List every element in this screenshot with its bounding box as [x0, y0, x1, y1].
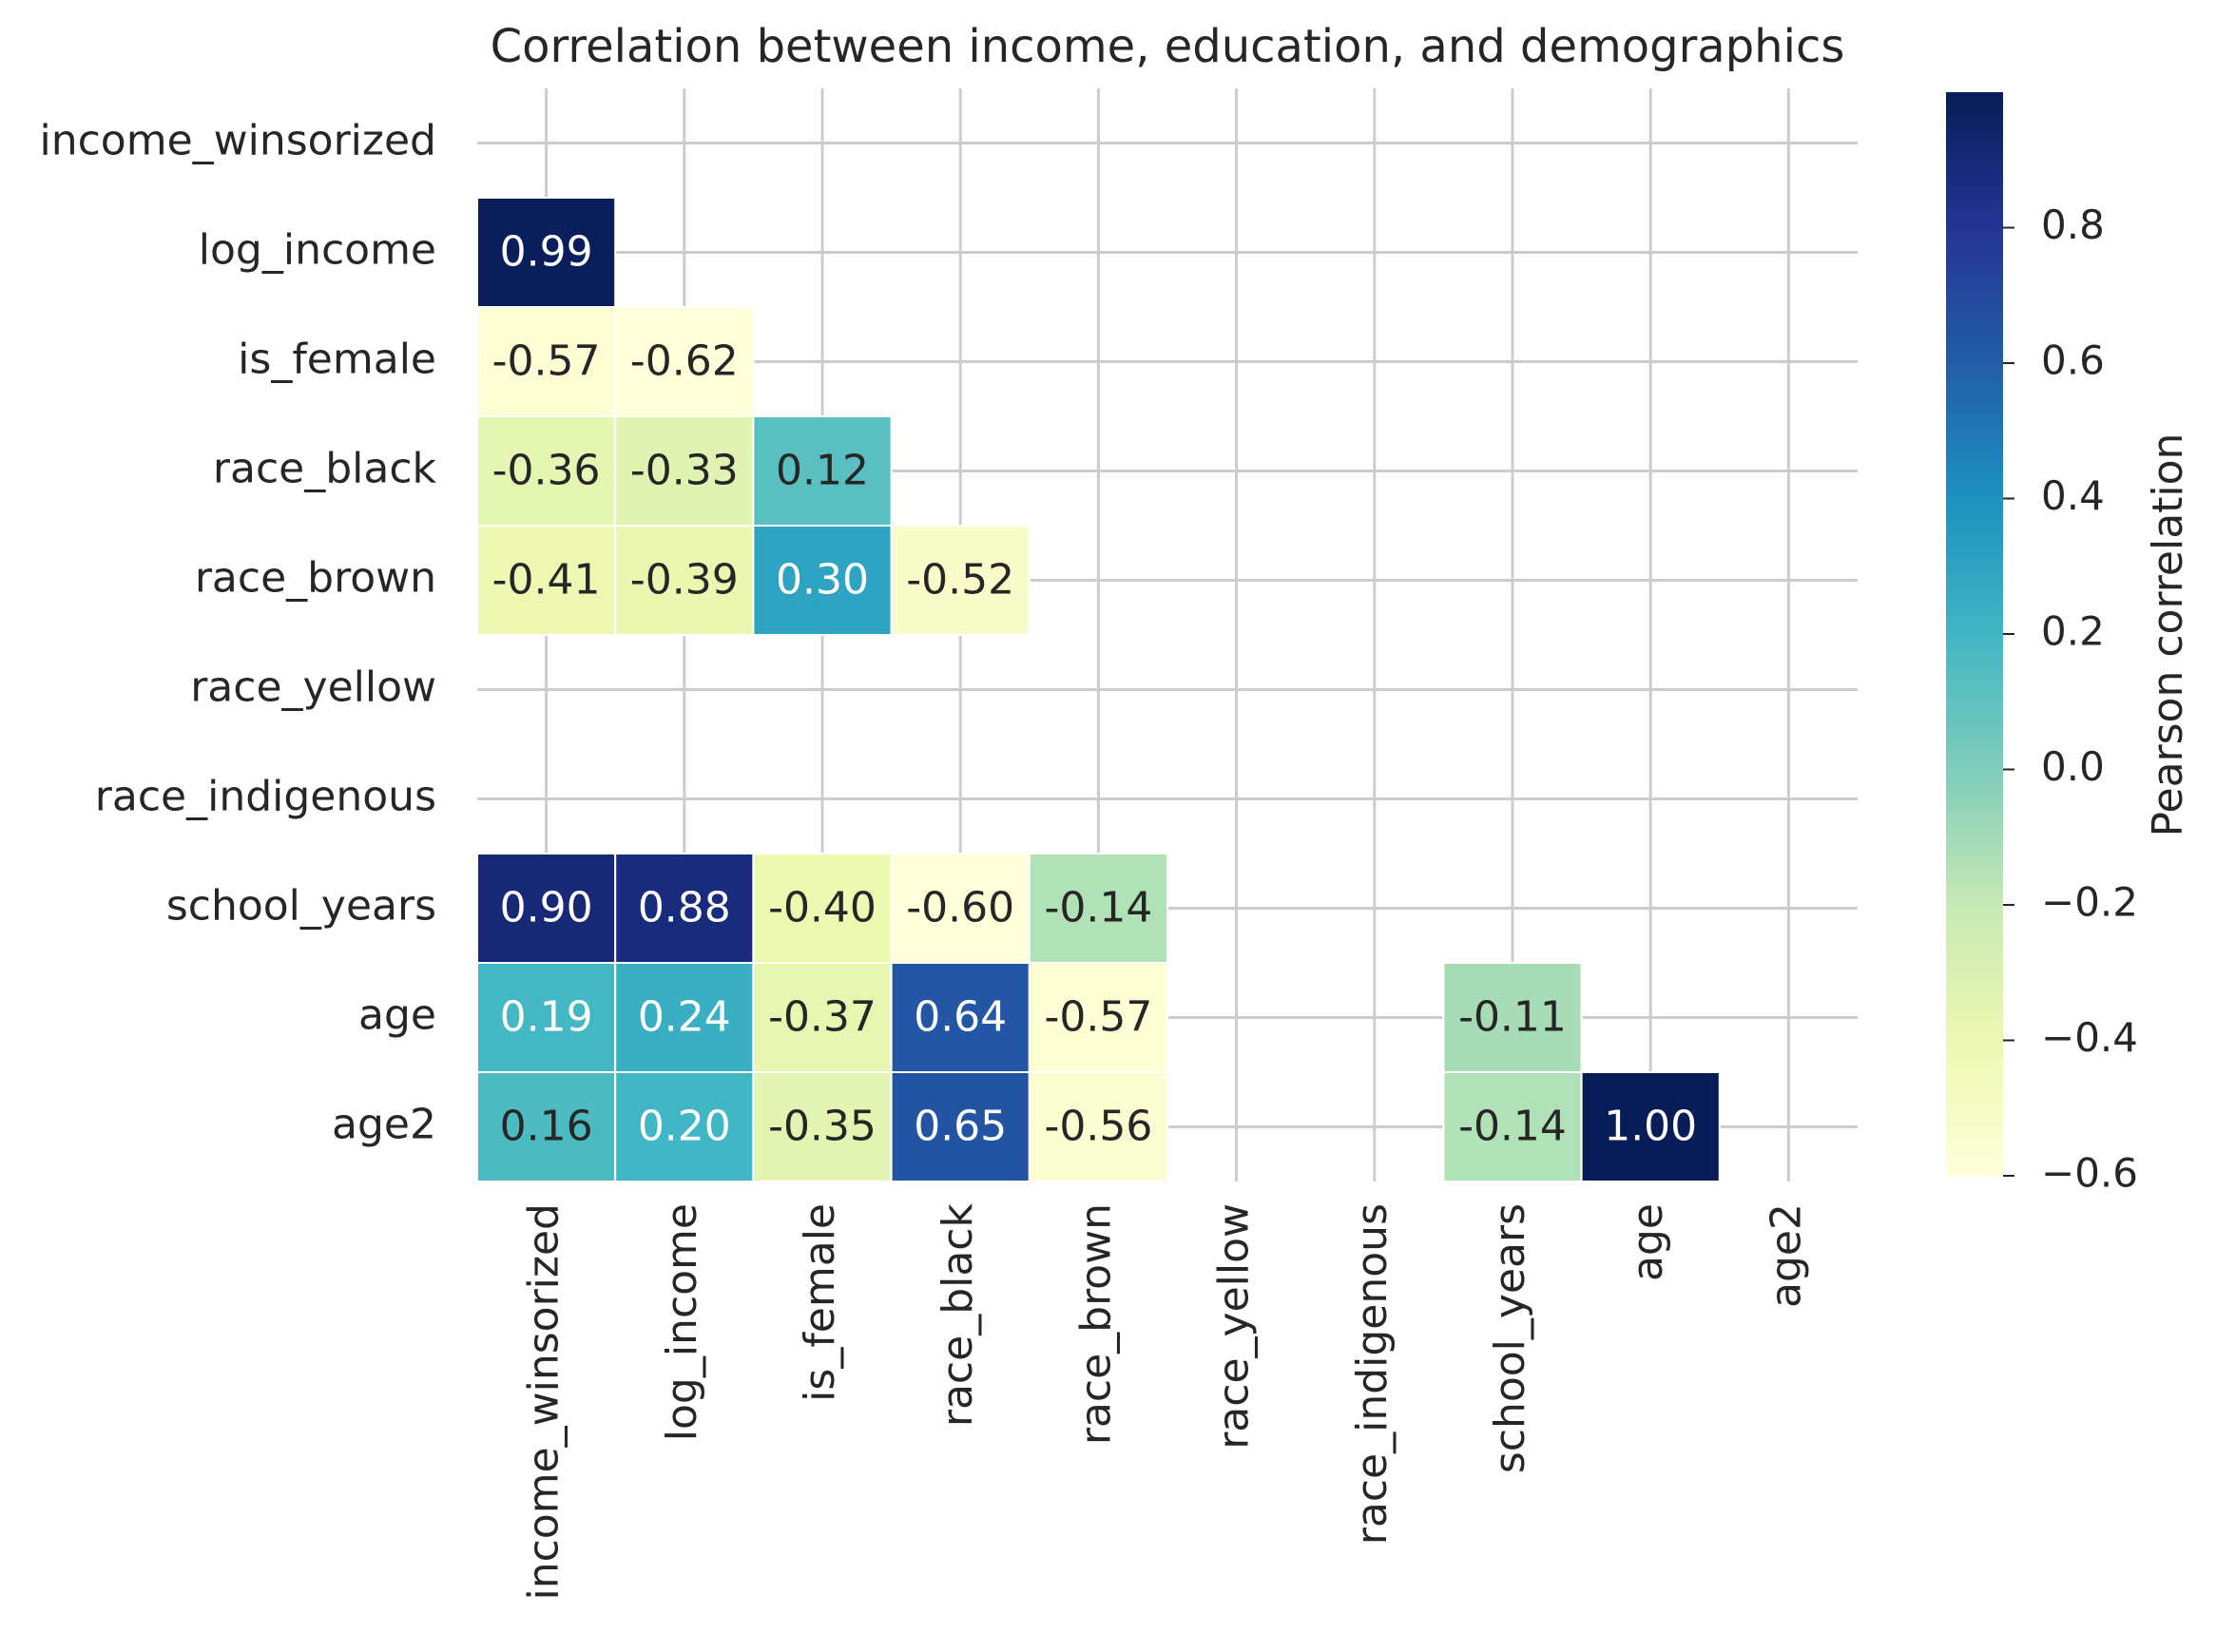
cell-label: -0.56	[1044, 1103, 1152, 1151]
colorbar-tick-label: 0.8	[2041, 202, 2105, 248]
y-tick-label: race_indigenous	[95, 773, 436, 821]
heatmap-cell	[476, 197, 617, 308]
x-tick-label: race_indigenous	[1348, 1203, 1397, 1545]
colorbar-tick-label: −0.6	[2041, 1150, 2138, 1197]
cell-label: -0.37	[768, 993, 877, 1042]
y-tick-label: race_yellow	[190, 663, 436, 712]
y-tick-label: race_brown	[195, 554, 436, 603]
cell-label: 0.99	[500, 228, 593, 277]
cell-label: -0.57	[492, 337, 601, 386]
x-tick-label: log_income	[658, 1203, 706, 1441]
x-tick-label: race_brown	[1071, 1203, 1120, 1445]
cell-label: -0.62	[630, 337, 739, 386]
colorbar-tick-label: 0.4	[2041, 472, 2105, 519]
heatmap-cell	[1028, 853, 1169, 964]
x-tick-label: race_black	[934, 1202, 982, 1427]
cell-label: -0.35	[768, 1103, 877, 1151]
cell-label: 0.16	[500, 1103, 593, 1151]
cell-label: 0.24	[638, 993, 731, 1042]
heatmap-cell	[614, 853, 755, 964]
cell-label: -0.11	[1458, 993, 1567, 1042]
cell-label: -0.14	[1044, 884, 1152, 932]
y-tick-label: race_black	[213, 445, 437, 493]
x-tick-label: age	[1624, 1203, 1672, 1281]
heatmap-cell	[614, 962, 755, 1073]
colorbar-tick-label: 0.0	[2041, 743, 2105, 790]
cell-label: -0.60	[906, 884, 1014, 932]
cell-label: -0.14	[1458, 1103, 1567, 1151]
cell-label: -0.40	[768, 884, 877, 932]
colorbar-tick-label: −0.2	[2041, 879, 2138, 926]
heatmap-cell	[1442, 1071, 1583, 1182]
cell-label: 1.00	[1604, 1103, 1697, 1151]
heatmap-cell	[890, 525, 1031, 636]
heatmap-cell	[890, 1071, 1031, 1182]
colorbar-label: Pearson correlation	[2144, 433, 2192, 837]
heatmap-cell	[752, 525, 893, 636]
cell-label: 0.19	[500, 993, 593, 1042]
cell-label: -0.39	[630, 556, 739, 605]
heatmap-cell	[476, 1071, 617, 1182]
x-tick-label: age2	[1762, 1203, 1810, 1308]
y-tick-label: school_years	[166, 882, 436, 931]
heatmap-cell	[890, 853, 1031, 964]
colorbar-tick-label: −0.4	[2041, 1014, 2138, 1061]
x-tick-label: is_female	[796, 1203, 844, 1402]
cell-label: 0.64	[914, 993, 1007, 1042]
cell-label: -0.33	[630, 447, 739, 495]
heatmap-cell	[614, 525, 755, 636]
cell-label: -0.52	[906, 556, 1014, 605]
cell-label: -0.36	[492, 447, 601, 495]
heatmap-cell	[614, 306, 755, 417]
cell-label: 0.65	[914, 1103, 1007, 1151]
x-tick-label: income_winsorized	[520, 1203, 568, 1601]
heatmap-cell	[476, 306, 617, 417]
cell-label: 0.12	[776, 447, 869, 495]
cell-label: -0.57	[1044, 993, 1152, 1042]
colorbar-tick-label: 0.2	[2041, 608, 2105, 655]
cell-label: 0.88	[638, 884, 731, 932]
cell-label: -0.41	[492, 556, 601, 605]
heatmap-cell	[1580, 1071, 1721, 1182]
cell-label: 0.30	[776, 556, 869, 605]
y-tick-label: age2	[332, 1101, 436, 1149]
heatmap-cell	[1028, 1071, 1169, 1182]
x-tick-label: school_years	[1486, 1203, 1534, 1473]
cell-label: 0.90	[500, 884, 593, 932]
cell-label: 0.20	[638, 1103, 731, 1151]
chart-title: Correlation between income, education, a…	[491, 20, 1845, 73]
x-tick-label: race_yellow	[1210, 1203, 1259, 1450]
heatmap-cell	[1028, 962, 1169, 1073]
heatmap-cell	[476, 853, 617, 964]
heatmap-cell	[890, 962, 1031, 1073]
y-tick-label: is_female	[238, 336, 436, 384]
y-tick-label: age	[358, 991, 436, 1040]
heatmap-cell	[752, 853, 893, 964]
y-tick-label: income_winsorized	[39, 117, 436, 165]
heatmap-cell	[614, 1071, 755, 1182]
colorbar	[1946, 92, 2003, 1176]
heatmap-cell	[476, 962, 617, 1073]
y-tick-label: log_income	[199, 226, 436, 275]
heatmap-cell	[752, 962, 893, 1073]
colorbar-tick-label: 0.6	[2041, 337, 2105, 384]
